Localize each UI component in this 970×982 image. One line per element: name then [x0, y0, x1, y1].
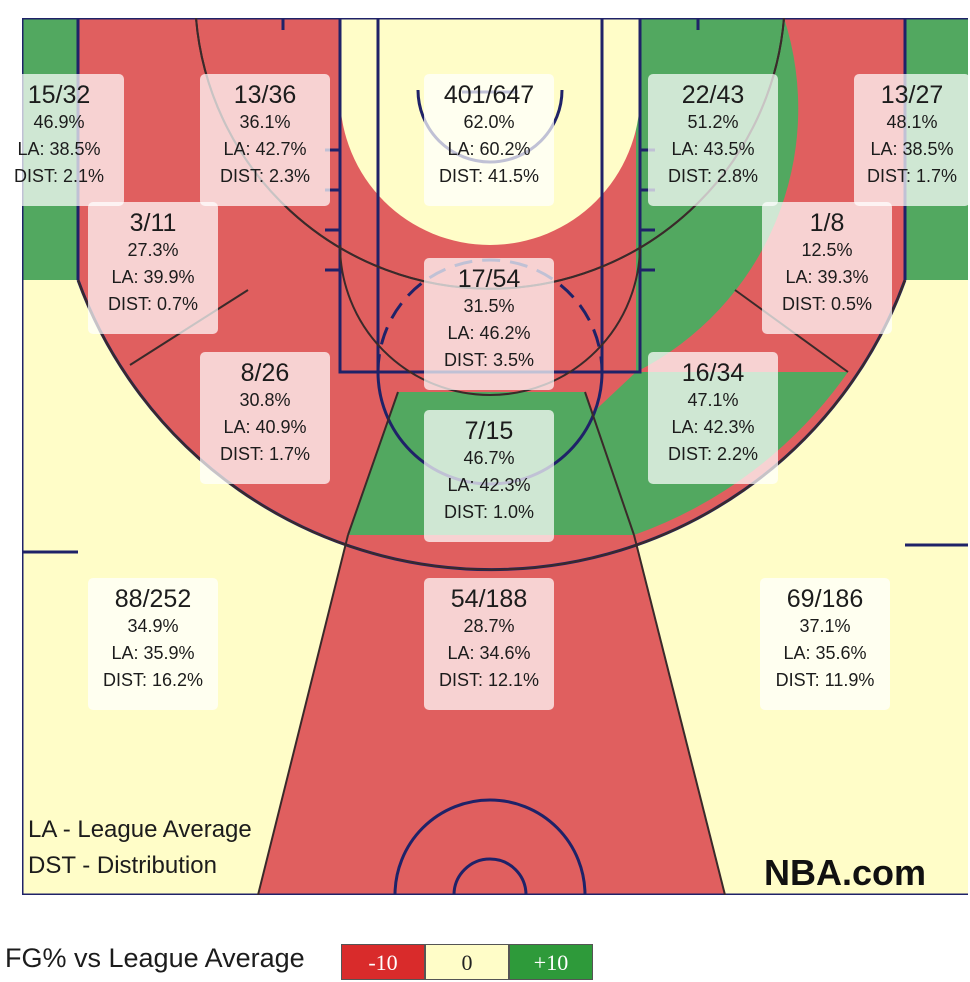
distribution: DIST: 1.0% — [443, 502, 535, 522]
distribution: DIST: 0.5% — [781, 294, 873, 314]
made-attempts: 88/252 — [114, 585, 192, 613]
zone-label-left-baseline-mid: 13/36 36.1% LA: 42.7% DIST: 2.3% — [200, 74, 330, 206]
zone-label-right-corner-3: 13/27 48.1% LA: 38.5% DIST: 1.7% — [854, 74, 970, 206]
made-attempts: 17/54 — [457, 265, 521, 293]
distribution: DIST: 16.2% — [102, 670, 204, 690]
zone-label-paint-non-ra: 17/54 31.5% LA: 46.2% DIST: 3.5% — [424, 258, 554, 390]
league-average: LA: 42.3% — [671, 417, 755, 437]
league-average: LA: 60.2% — [447, 139, 531, 159]
league-average: LA: 43.5% — [671, 139, 755, 159]
zone-label-right-baseline-mid: 22/43 51.2% LA: 43.5% DIST: 2.8% — [648, 74, 778, 206]
zone-label-right-wing-3: 69/186 37.1% LA: 35.6% DIST: 11.9% — [760, 578, 890, 710]
made-attempts: 54/188 — [450, 585, 528, 613]
zone-label-left-short-mid: 3/11 27.3% LA: 39.9% DIST: 0.7% — [88, 202, 218, 334]
fg-pct: 36.1% — [239, 112, 291, 132]
made-attempts: 1/8 — [809, 209, 845, 237]
distribution: DIST: 41.5% — [438, 166, 540, 186]
made-attempts: 401/647 — [443, 81, 535, 109]
made-attempts: 8/26 — [240, 359, 290, 387]
made-attempts: 15/32 — [27, 81, 91, 109]
made-attempts: 3/11 — [129, 209, 177, 237]
made-attempts: 13/36 — [233, 81, 297, 109]
zone-label-top-key-mid: 7/15 46.7% LA: 42.3% DIST: 1.0% — [424, 410, 554, 542]
made-attempts: 13/27 — [880, 81, 944, 109]
made-attempts: 69/186 — [786, 585, 864, 613]
fg-pct: 31.5% — [463, 296, 515, 316]
made-attempts: 16/34 — [681, 359, 745, 387]
league-average: LA: 39.3% — [785, 267, 869, 287]
distribution: DIST: 2.2% — [667, 444, 759, 464]
zone-label-left-wing-3: 88/252 34.9% LA: 35.9% DIST: 16.2% — [88, 578, 218, 710]
distribution: DIST: 2.1% — [13, 166, 105, 186]
note-league-average: LA - League Average — [28, 816, 252, 843]
league-average: LA: 40.9% — [223, 417, 307, 437]
fg-pct: 47.1% — [687, 390, 739, 410]
distribution: DIST: 1.7% — [866, 166, 958, 186]
league-average: LA: 39.9% — [111, 267, 195, 287]
zone-label-left-elbow-mid: 8/26 30.8% LA: 40.9% DIST: 1.7% — [200, 352, 330, 484]
zone-label-right-elbow-mid: 16/34 47.1% LA: 42.3% DIST: 2.2% — [648, 352, 778, 484]
brand-logo-text: NBA.com — [764, 852, 927, 893]
league-average: LA: 38.5% — [17, 139, 101, 159]
league-average: LA: 35.6% — [783, 643, 867, 663]
fg-pct: 27.3% — [127, 240, 179, 260]
legend-title: FG% vs League Average — [5, 943, 305, 973]
distribution: DIST: 1.7% — [219, 444, 311, 464]
distribution: DIST: 12.1% — [438, 670, 540, 690]
distribution: DIST: 11.9% — [775, 670, 875, 690]
fg-pct: 34.9% — [127, 616, 179, 636]
legend-item-below: -10 — [341, 944, 425, 980]
league-average: LA: 34.6% — [447, 643, 531, 663]
zone-label-restricted-area: 401/647 62.0% LA: 60.2% DIST: 41.5% — [424, 74, 554, 206]
distribution: DIST: 2.8% — [667, 166, 759, 186]
league-average: LA: 46.2% — [447, 323, 531, 343]
zone-fill-top-3 — [258, 535, 725, 895]
zone-label-top-3: 54/188 28.7% LA: 34.6% DIST: 12.1% — [424, 578, 554, 710]
fg-pct: 30.8% — [239, 390, 291, 410]
fg-pct: 12.5% — [801, 240, 853, 260]
fg-pct: 37.1% — [799, 616, 851, 636]
fg-pct: 62.0% — [463, 112, 515, 132]
legend-item-above: +10 — [509, 944, 593, 980]
fg-pct: 46.7% — [463, 448, 515, 468]
league-average: LA: 42.3% — [447, 475, 531, 495]
note-distribution: DST - Distribution — [28, 852, 217, 879]
zone-label-right-short-mid: 1/8 12.5% LA: 39.3% DIST: 0.5% — [762, 202, 892, 334]
distribution: DIST: 0.7% — [107, 294, 199, 314]
league-average: LA: 38.5% — [870, 139, 954, 159]
distribution: DIST: 2.3% — [219, 166, 311, 186]
league-average: LA: 42.7% — [223, 139, 307, 159]
fg-pct: 51.2% — [687, 112, 739, 132]
fg-pct: 46.9% — [33, 112, 85, 132]
made-attempts: 22/43 — [681, 81, 745, 109]
zone-label-left-corner-3: 15/32 46.9% LA: 38.5% DIST: 2.1% — [0, 74, 124, 206]
made-attempts: 7/15 — [464, 417, 514, 445]
league-average: LA: 35.9% — [111, 643, 195, 663]
fg-pct: 28.7% — [463, 616, 515, 636]
distribution: DIST: 3.5% — [443, 350, 535, 370]
fg-pct: 48.1% — [886, 112, 938, 132]
legend-item-even: 0 — [425, 944, 509, 980]
